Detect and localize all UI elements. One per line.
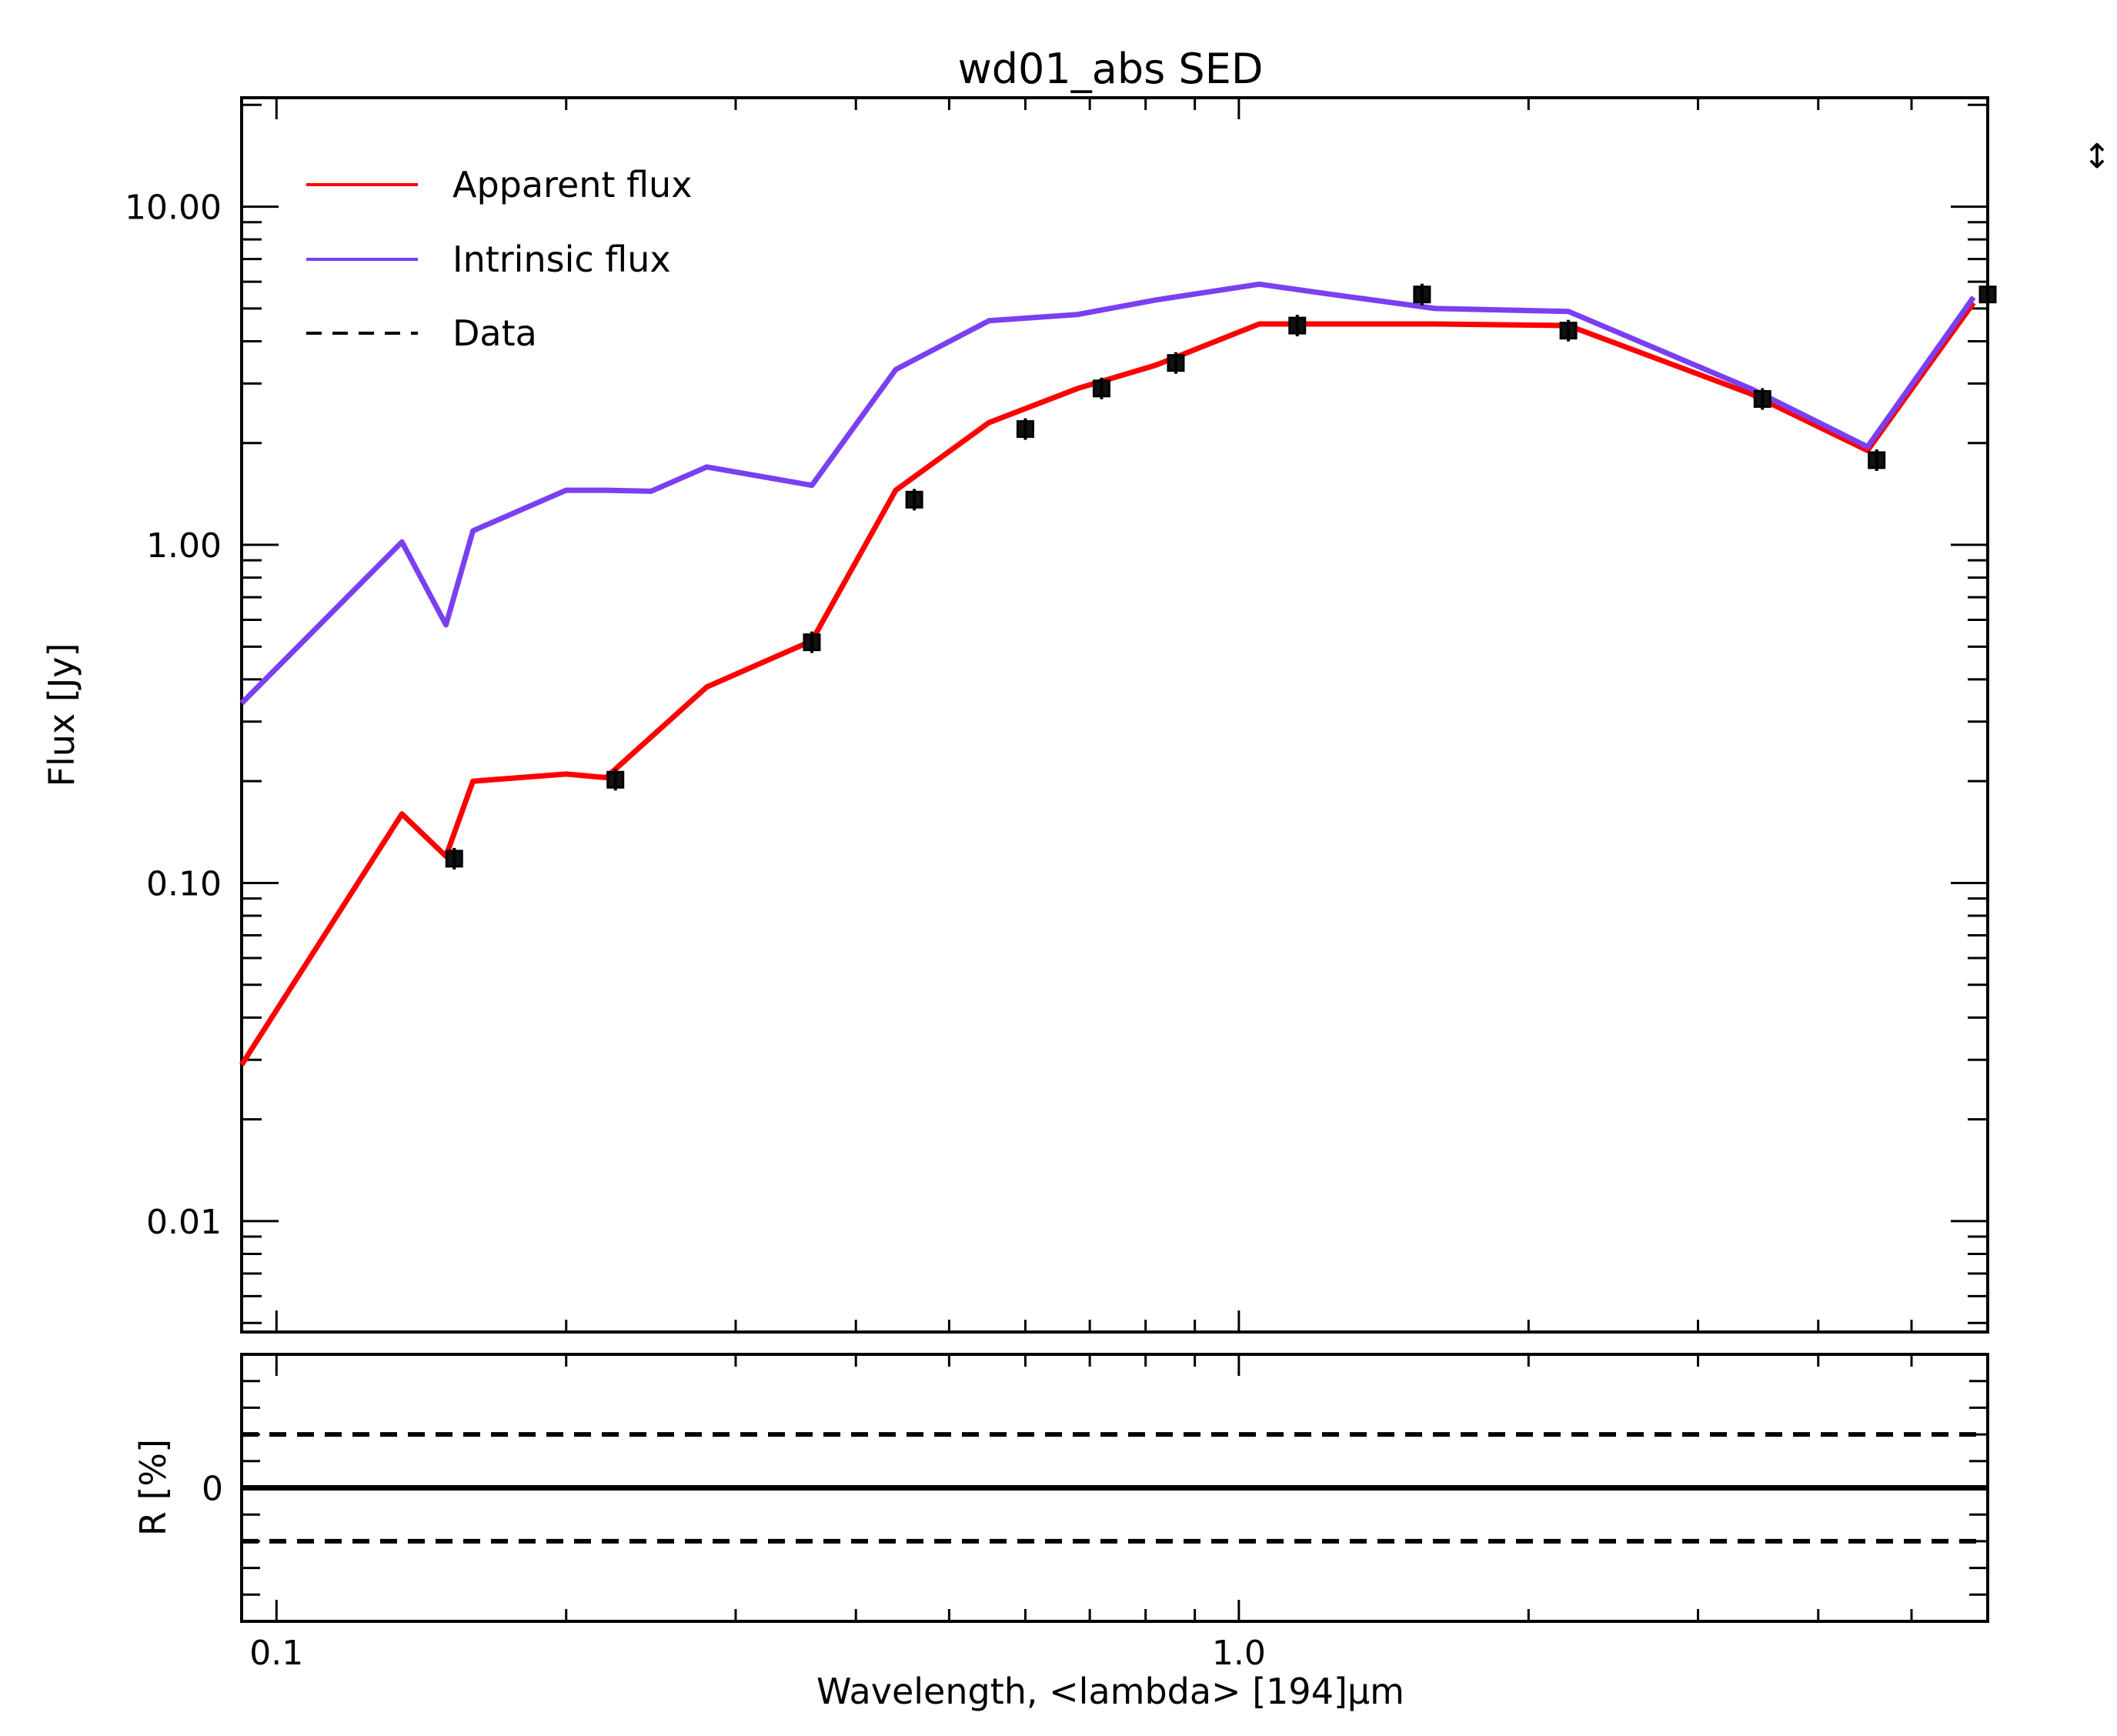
chart-title: wd01_abs SED [958,45,1264,93]
res-y-tick-label: 0 [202,1470,223,1509]
main-axis-ticks: 0.01 0.10 1.00 10.00 [125,98,1989,1332]
main-series-layer [239,281,1976,1067]
resize-icon: ↕ [2083,137,2112,176]
legend-apparent-label: Apparent flux [452,164,692,205]
x-tick-label: 1.0 [1212,1634,1266,1673]
y-axis-title: Flux [Jy] [41,643,82,787]
legend: Apparent flux Intrinsic flux Data [306,164,692,354]
residual-y-axis-title: R [%] [132,1439,174,1536]
y-tick-label: 0.01 [146,1203,222,1242]
y-tick-label: 10.00 [125,189,222,228]
y-tick-label: 1.00 [146,526,222,566]
y-tick-label: 0.10 [146,864,222,903]
legend-data-label: Data [452,312,537,354]
x-tick-label: 0.1 [249,1634,303,1673]
residual-series-layer [242,1432,1988,1544]
residual-axis-ticks: 0.1 1.0 0 [202,1354,1989,1673]
data-points-layer [445,283,1997,870]
apparent-flux-line [239,301,1976,1067]
intrinsic-flux-line [239,281,1976,706]
main-plot-frame [240,96,1989,1334]
x-axis-title: Wavelength, <lambda> [194]μm [816,1671,1404,1712]
legend-intrinsic-label: Intrinsic flux [452,239,671,280]
